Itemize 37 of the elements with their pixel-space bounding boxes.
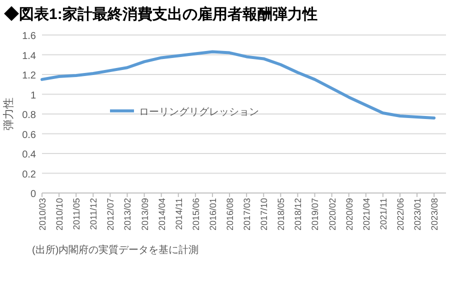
x-tick-label: 2016/08	[225, 198, 236, 231]
legend-label: ローリングリグレッション	[139, 106, 259, 118]
x-tick-label: 2010/03	[38, 198, 48, 231]
y-tick-label: 1.2	[22, 70, 36, 82]
x-tick-label: 2020/02	[327, 198, 338, 231]
x-tick-label: 2017/03	[242, 198, 252, 231]
text: (出所)内閣府の実質データを基に計測	[32, 244, 199, 256]
y-tick-label: 0.6	[22, 130, 36, 141]
x-tick-label: 2011/05	[72, 198, 82, 230]
x-tick-label: 2014/11	[174, 198, 184, 230]
y-tick-label: 1	[30, 90, 36, 102]
chart-title: ◆図表1:家計最終消費支出の雇用者報酬弾力性	[4, 5, 318, 23]
y-tick-label: 0.4	[22, 150, 36, 160]
y-tick-label: 0.2	[22, 169, 36, 180]
x-tick-label: 2018/12	[293, 198, 304, 231]
x-tick-label: 2014/04	[156, 198, 167, 231]
y-axis-title: 弾力性	[2, 98, 15, 130]
y-tick-label: 0	[30, 189, 36, 200]
x-tick-label: 2021/11	[378, 198, 388, 230]
x-tick-label: 2012/07	[106, 198, 116, 231]
x-tick-label: 2017/10	[259, 198, 270, 231]
x-tick-label: 2019/07	[310, 198, 320, 231]
x-tick-label: 2011/12	[88, 198, 99, 230]
x-tick-label: 2016/01	[208, 198, 218, 231]
x-tick-label: 2018/05	[276, 198, 286, 231]
x-tick-label: 2023/01	[412, 198, 423, 231]
x-tick-label: 2022/06	[395, 198, 406, 231]
x-tick-label: 2013/09	[140, 198, 150, 231]
x-tick-label: 2015/06	[190, 198, 201, 231]
y-tick-label: 0.8	[22, 110, 36, 121]
x-tick-label: 2020/09	[344, 198, 354, 231]
x-tick-label: 2010/10	[54, 198, 65, 231]
x-tick-label: 2021/04	[361, 198, 372, 231]
y-tick-label: 1.4	[22, 50, 36, 62]
x-tick-label: 2023/08	[430, 198, 440, 231]
x-tick-label: 2013/02	[122, 198, 133, 231]
y-tick-label: 1.6	[22, 31, 36, 42]
